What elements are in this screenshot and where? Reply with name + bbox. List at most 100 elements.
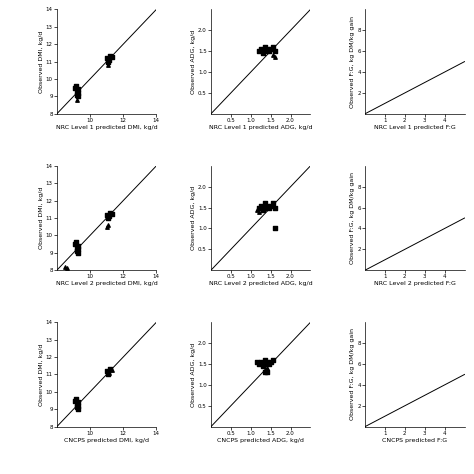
Y-axis label: Observed ADG, kg/d: Observed ADG, kg/d bbox=[191, 186, 196, 250]
Point bbox=[74, 86, 82, 93]
Point bbox=[73, 247, 81, 255]
Point bbox=[259, 206, 266, 213]
Point bbox=[71, 84, 79, 91]
Point bbox=[271, 47, 278, 55]
Point bbox=[265, 204, 273, 211]
Point bbox=[108, 54, 115, 61]
Point bbox=[105, 369, 113, 376]
Point bbox=[263, 358, 271, 366]
Point bbox=[74, 249, 82, 256]
X-axis label: CNCPS predicted ADG, kg/d: CNCPS predicted ADG, kg/d bbox=[217, 438, 304, 443]
Point bbox=[269, 200, 276, 207]
X-axis label: CNCPS predicted F:G: CNCPS predicted F:G bbox=[382, 438, 447, 443]
Point bbox=[74, 246, 82, 253]
Point bbox=[103, 223, 110, 230]
Point bbox=[73, 87, 81, 95]
Point bbox=[104, 371, 112, 378]
Point bbox=[104, 221, 112, 229]
Point bbox=[261, 360, 268, 368]
Point bbox=[269, 43, 276, 51]
Point bbox=[74, 405, 82, 413]
Y-axis label: Observed ADG, kg/d: Observed ADG, kg/d bbox=[191, 342, 196, 407]
Point bbox=[261, 200, 268, 207]
Point bbox=[73, 244, 81, 251]
Point bbox=[267, 202, 274, 210]
Point bbox=[259, 49, 266, 57]
Point bbox=[104, 58, 112, 65]
Point bbox=[267, 46, 274, 53]
Point bbox=[255, 360, 263, 368]
Point bbox=[271, 225, 278, 232]
Point bbox=[103, 55, 110, 62]
Y-axis label: Observed F:G, kg DM/kg gain: Observed F:G, kg DM/kg gain bbox=[350, 172, 356, 264]
X-axis label: NRC Level 1 predicted DMI, kg/d: NRC Level 1 predicted DMI, kg/d bbox=[56, 125, 157, 130]
Point bbox=[74, 89, 82, 97]
Point bbox=[261, 366, 268, 374]
Point bbox=[257, 358, 264, 366]
Point bbox=[71, 397, 79, 404]
Point bbox=[72, 82, 80, 90]
Point bbox=[263, 365, 271, 372]
Point bbox=[103, 367, 110, 375]
Point bbox=[74, 92, 82, 100]
Point bbox=[105, 56, 113, 64]
Point bbox=[104, 214, 112, 222]
Point bbox=[73, 400, 81, 408]
Point bbox=[269, 356, 276, 364]
Point bbox=[73, 91, 81, 99]
Point bbox=[259, 47, 266, 55]
Y-axis label: Observed DMI, kg/d: Observed DMI, kg/d bbox=[38, 30, 44, 93]
Point bbox=[253, 206, 261, 213]
Point bbox=[73, 404, 81, 411]
Point bbox=[263, 369, 271, 376]
Point bbox=[73, 96, 81, 104]
Point bbox=[108, 366, 115, 374]
Point bbox=[255, 204, 263, 211]
Point bbox=[255, 208, 263, 216]
Point bbox=[257, 202, 264, 210]
Point bbox=[108, 210, 115, 218]
Point bbox=[257, 46, 264, 53]
X-axis label: CNCPS predicted DMI, kg/d: CNCPS predicted DMI, kg/d bbox=[64, 438, 149, 443]
Point bbox=[104, 61, 112, 69]
Point bbox=[74, 399, 82, 406]
Point bbox=[261, 356, 268, 364]
Point bbox=[261, 369, 268, 376]
Point bbox=[259, 362, 266, 370]
Point bbox=[269, 52, 276, 59]
Point bbox=[106, 53, 114, 60]
X-axis label: NRC Level 1 predicted F:G: NRC Level 1 predicted F:G bbox=[374, 125, 456, 130]
Point bbox=[263, 202, 271, 210]
Point bbox=[255, 47, 263, 55]
Point bbox=[72, 395, 80, 402]
Point bbox=[72, 238, 80, 246]
Point bbox=[106, 209, 114, 217]
X-axis label: NRC Level 1 predicted ADG, kg/d: NRC Level 1 predicted ADG, kg/d bbox=[209, 125, 312, 130]
X-axis label: NRC Level 2 predicted DMI, kg/d: NRC Level 2 predicted DMI, kg/d bbox=[56, 282, 157, 286]
Y-axis label: Observed ADG, kg/d: Observed ADG, kg/d bbox=[191, 29, 196, 94]
Y-axis label: Observed DMI, kg/d: Observed DMI, kg/d bbox=[38, 187, 44, 249]
Point bbox=[267, 358, 274, 366]
Point bbox=[106, 365, 114, 373]
Point bbox=[259, 204, 266, 211]
Point bbox=[261, 47, 268, 55]
Point bbox=[61, 263, 69, 271]
Point bbox=[105, 212, 113, 220]
Point bbox=[74, 402, 82, 410]
Point bbox=[263, 46, 271, 53]
Y-axis label: Observed DMI, kg/d: Observed DMI, kg/d bbox=[38, 343, 44, 406]
Point bbox=[271, 54, 278, 61]
Point bbox=[63, 264, 71, 272]
Point bbox=[74, 242, 82, 250]
Y-axis label: Observed F:G, kg DM/kg gain: Observed F:G, kg DM/kg gain bbox=[350, 16, 356, 108]
Point bbox=[261, 204, 268, 211]
Y-axis label: Observed F:G, kg DM/kg gain: Observed F:G, kg DM/kg gain bbox=[350, 328, 356, 420]
X-axis label: NRC Level 2 predicted F:G: NRC Level 2 predicted F:G bbox=[374, 282, 456, 286]
Point bbox=[265, 360, 273, 368]
Point bbox=[265, 47, 273, 55]
Point bbox=[271, 204, 278, 211]
Point bbox=[261, 43, 268, 51]
X-axis label: NRC Level 2 predicted ADG, kg/d: NRC Level 2 predicted ADG, kg/d bbox=[209, 282, 312, 286]
Point bbox=[253, 358, 261, 366]
Point bbox=[103, 211, 110, 219]
